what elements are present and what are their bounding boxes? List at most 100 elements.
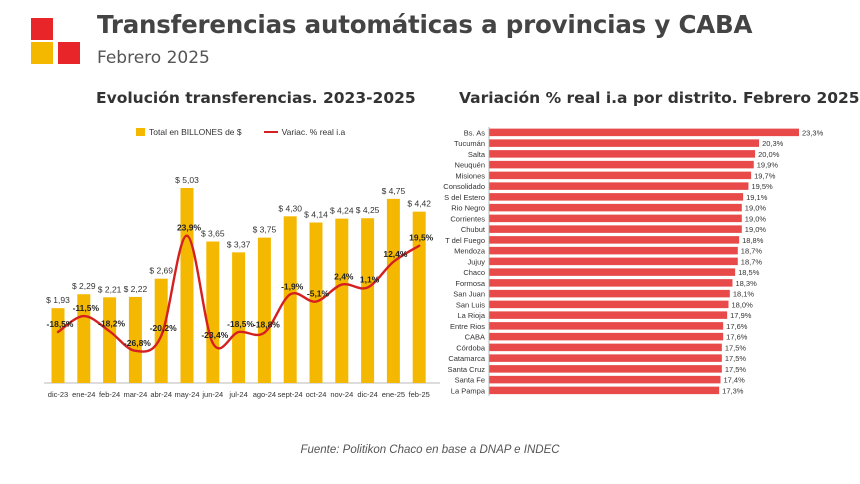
- category-label-17: La Rioja: [457, 311, 485, 320]
- legend-item-bars: Total en BILLONES de $: [136, 127, 242, 137]
- bar-value-label-abr-24: $ 2,69: [149, 266, 173, 276]
- category-label-0: Bs. As: [464, 128, 486, 137]
- bar-value-label-feb-24: $ 2,21: [98, 284, 122, 294]
- page-title: Transferencias automáticas a provincias …: [97, 10, 753, 39]
- hbar-value-label-12: 18,7%: [741, 257, 763, 266]
- legend-label-bars: Total en BILLONES de $: [149, 127, 242, 137]
- logo-square-red-right: [58, 42, 80, 64]
- hbar-11: [489, 246, 738, 255]
- line-value-label-ene-25: 12,4%: [383, 249, 408, 259]
- x-tick-label-oct-24: oct-24: [306, 390, 327, 399]
- bar-value-label-dic-24: $ 4,25: [356, 205, 380, 215]
- line-value-label-ago-24: -18,8%: [253, 320, 280, 330]
- x-tick-label-dic-24: dic-24: [357, 390, 377, 399]
- hbar-value-label-20: 17,5%: [725, 343, 747, 352]
- category-label-5: Consolidado: [443, 182, 485, 191]
- x-tick-label-ene-25: ene-25: [382, 390, 405, 399]
- bar-value-label-may-24: $ 5,03: [175, 175, 199, 185]
- category-label-12: Jujuy: [467, 257, 485, 266]
- hbar-value-label-5: 19,5%: [751, 182, 773, 191]
- bar-value-label-sept-24: $ 4,30: [278, 203, 302, 213]
- bar-dic-24: [361, 218, 375, 383]
- bar-dic-23: [51, 308, 65, 383]
- bar-feb-25: [412, 211, 426, 383]
- line-value-label-sept-24: -1,9%: [281, 281, 304, 291]
- hbar-value-label-22: 17,5%: [725, 365, 747, 374]
- hbar-value-label-13: 18,5%: [738, 268, 760, 277]
- hbar-20: [489, 343, 722, 352]
- hbar-18: [489, 322, 724, 330]
- bar-ago-24: [257, 237, 271, 383]
- category-label-16: San Luis: [456, 300, 485, 309]
- x-tick-label-jul-24: jul-24: [228, 390, 247, 399]
- bar-nov-24: [335, 218, 349, 383]
- left-chart-title: Evolución transferencias. 2023-2025: [96, 89, 416, 107]
- line-value-label-nov-24: 2,4%: [334, 272, 354, 282]
- bar-value-label-jun-24: $ 3,65: [201, 228, 225, 238]
- hbar-value-label-7: 19,0%: [745, 204, 767, 213]
- line-value-label-dic-24: 1,1%: [360, 275, 380, 285]
- left-chart-legend: Total en BILLONES de $ Variac. % real i.…: [136, 127, 367, 137]
- legend-item-line: Variac. % real i.a: [263, 127, 345, 137]
- hbar-value-label-23: 17,4%: [724, 376, 746, 385]
- hbar-3: [489, 160, 754, 169]
- bar-jul-24: [232, 252, 246, 383]
- logo-square-red-top: [31, 18, 53, 40]
- x-tick-label-may-24: may-24: [174, 390, 199, 399]
- hbar-13: [489, 268, 736, 276]
- hbar-value-label-14: 18,3%: [735, 279, 757, 288]
- bar-value-label-ago-24: $ 3,75: [253, 225, 277, 235]
- category-label-4: Misiones: [455, 171, 485, 180]
- hbar-21: [489, 354, 722, 362]
- hbar-value-label-10: 18,8%: [742, 236, 764, 245]
- hbar-value-label-8: 19,0%: [745, 214, 767, 223]
- category-label-22: Santa Cruz: [447, 365, 485, 374]
- x-tick-label-jun-24: jun-24: [201, 390, 223, 399]
- hbar-value-label-1: 20,3%: [762, 139, 784, 148]
- bar-value-label-jul-24: $ 3,37: [227, 239, 251, 249]
- category-label-6: S del Estero: [444, 193, 485, 202]
- line-value-label-ene-24: -11,5%: [73, 303, 100, 313]
- bar-feb-24: [103, 297, 117, 383]
- hbar-value-label-16: 18,0%: [731, 300, 753, 309]
- category-label-8: Corrientes: [450, 214, 485, 223]
- hbar-8: [489, 214, 742, 223]
- legend-swatch-bar-icon: [136, 128, 145, 136]
- category-label-9: Chubut: [461, 225, 486, 234]
- brand-logo-icon: [31, 18, 80, 64]
- hbar-value-label-3: 19,9%: [757, 161, 779, 170]
- hbar-value-label-19: 17,6%: [726, 333, 748, 342]
- hbar-value-label-18: 17,6%: [726, 322, 748, 331]
- category-label-18: Entre Rios: [450, 322, 485, 331]
- line-value-label-jun-24: -23,4%: [201, 330, 228, 340]
- hbar-7: [489, 203, 742, 212]
- category-label-14: Formosa: [455, 279, 485, 288]
- category-label-23: Santa Fe: [455, 376, 485, 385]
- category-label-1: Tucumán: [454, 139, 485, 148]
- hbar-value-label-2: 20,0%: [758, 150, 780, 159]
- hbar-value-label-0: 23,3%: [802, 128, 824, 137]
- x-tick-label-feb-24: feb-24: [99, 390, 120, 399]
- hbar-value-label-24: 17,3%: [722, 386, 744, 395]
- x-tick-label-feb-25: feb-25: [409, 390, 430, 399]
- bar-value-label-feb-25: $ 4,42: [407, 199, 431, 209]
- line-value-label-feb-24: -18,2%: [98, 318, 125, 328]
- x-tick-label-ago-24: ago-24: [253, 390, 276, 399]
- bar-may-24: [180, 188, 194, 383]
- hbar-0: [489, 128, 799, 137]
- category-label-2: Salta: [468, 150, 486, 159]
- bar-ene-25: [386, 198, 400, 383]
- bar-value-label-ene-25: $ 4,75: [382, 186, 406, 196]
- hbar-6: [489, 193, 744, 201]
- category-label-21: Catamarca: [448, 354, 486, 363]
- category-label-24: La Pampa: [451, 386, 486, 395]
- legend-swatch-line-icon: [263, 131, 278, 133]
- hbar-value-label-4: 19,7%: [754, 171, 776, 180]
- hbar-24: [489, 386, 720, 395]
- bar-value-label-ene-24: $ 2,29: [72, 281, 96, 291]
- category-label-11: Mendoza: [454, 247, 486, 256]
- category-label-7: Rio Negro: [451, 204, 485, 213]
- x-tick-label-mar-24: mar-24: [124, 390, 148, 399]
- category-label-20: Córdoba: [456, 343, 486, 352]
